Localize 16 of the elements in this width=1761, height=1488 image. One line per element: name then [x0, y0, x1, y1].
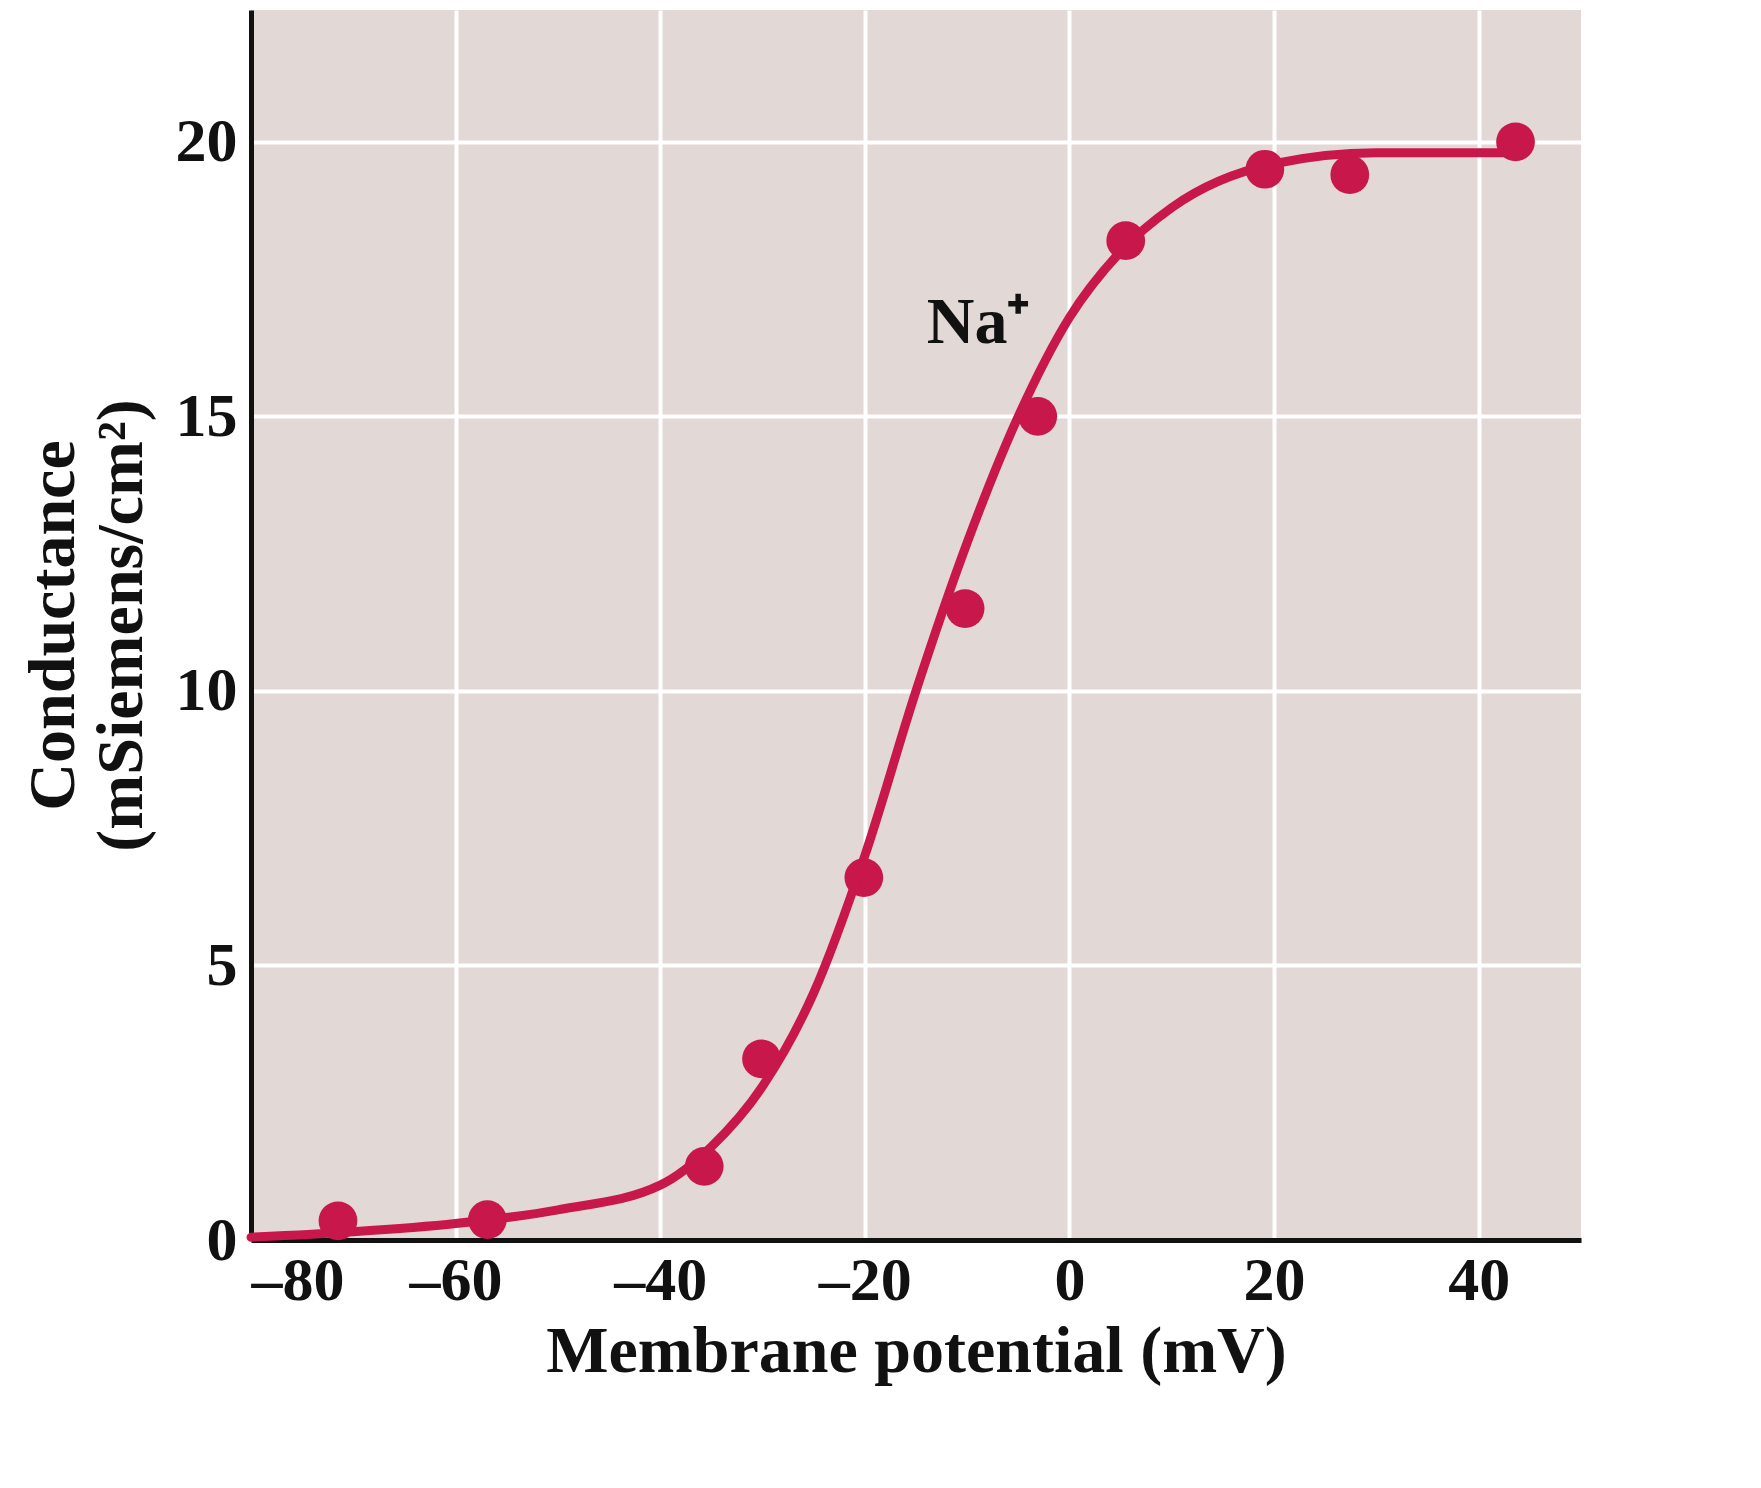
y-tick-label: 15: [175, 380, 238, 449]
x-tick-label: 0: [1054, 1244, 1086, 1313]
y-axis-title: Conductance (mSiemens/cm²): [14, 399, 157, 852]
series-label: Na⁺: [926, 283, 1030, 357]
x-tick-label: –60: [408, 1244, 503, 1313]
x-tick-label: –80: [250, 1244, 345, 1313]
x-tick-label: 40: [1448, 1244, 1511, 1313]
y-tick-label: 20: [175, 106, 238, 175]
x-tick-label: –20: [817, 1244, 912, 1313]
point: [945, 589, 985, 628]
y-tick-label: 10: [175, 655, 238, 724]
x-tick-label: –40: [613, 1244, 708, 1313]
x-tick-label: 20: [1243, 1244, 1306, 1313]
x-axis-title: Membrane potential (mV): [546, 1312, 1287, 1387]
point: [1330, 155, 1370, 195]
y-tick-label: 5: [206, 929, 238, 998]
